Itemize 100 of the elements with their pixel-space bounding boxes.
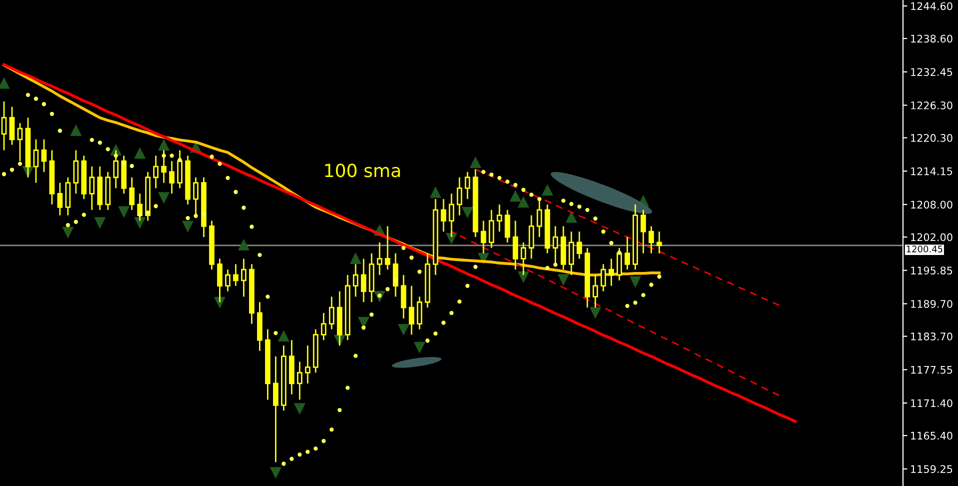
candlestick: [328, 296, 334, 330]
point: [94, 217, 106, 229]
candlestick: [416, 296, 422, 330]
point: [542, 184, 554, 196]
candlestick: [320, 312, 326, 341]
candlestick: [440, 198, 446, 232]
candlestick: [89, 166, 95, 211]
y-tick-label: 1195.85: [911, 266, 952, 274]
candlestick: [33, 138, 39, 184]
candlestick: [496, 204, 502, 232]
point: [158, 139, 170, 151]
point: [62, 226, 74, 239]
candlestick: [656, 230, 662, 254]
candlestick: [241, 258, 246, 298]
point: [629, 276, 642, 288]
y-tick-label: 1202.00: [911, 233, 952, 242]
candlestick: [504, 209, 510, 244]
point: [158, 192, 170, 204]
candlestick: [296, 361, 302, 400]
candlestick: [608, 258, 614, 287]
y-tick-label: 1189.70: [911, 300, 952, 308]
y-tick-label: 1244.60: [911, 2, 952, 10]
point: [134, 217, 146, 229]
point: [566, 211, 578, 223]
point: [118, 206, 130, 218]
point: [558, 274, 570, 286]
candlestick: [57, 182, 63, 216]
candlestick: [448, 192, 454, 238]
y-tick-label: 1214.15: [911, 167, 952, 176]
candlestick: [161, 150, 167, 184]
candlestick: [592, 274, 598, 308]
candlestick: [456, 176, 462, 216]
candlestick: [384, 225, 390, 270]
point: [590, 307, 602, 319]
point: [518, 196, 530, 208]
candlestick: [392, 252, 398, 298]
point: [278, 330, 290, 342]
candlestick: [528, 214, 534, 260]
candlestick: [576, 230, 582, 260]
point: [294, 403, 306, 415]
ref-line-label: 1200.45: [906, 246, 942, 252]
candlestick: [616, 247, 622, 282]
y-tick-label: 1220.30: [911, 134, 952, 142]
point: [134, 147, 146, 159]
y-tick-label: 1159.25: [911, 465, 952, 474]
point: [430, 186, 442, 198]
y-tick-label: 1177.55: [911, 366, 952, 374]
y-tick-label: 1232.45: [911, 68, 952, 76]
y-tick-label: 1183.70: [911, 332, 952, 340]
y-tick-label: 1238.60: [911, 34, 952, 43]
candlestick: [169, 160, 175, 194]
point: [414, 342, 426, 354]
y-tick-label: 1171.40: [911, 399, 952, 408]
annotation: 100 sma: [325, 164, 400, 178]
candlestick: [568, 230, 574, 276]
point: [510, 190, 522, 202]
candlestick: [1, 100, 7, 151]
candlestick: [464, 171, 470, 200]
point: [270, 467, 282, 479]
candlestick: [17, 122, 23, 162]
candlestick: [536, 198, 542, 238]
candlestick: [217, 258, 222, 303]
candlestick: [512, 220, 518, 270]
candlestick: [648, 225, 654, 254]
point: [238, 238, 250, 250]
point: [446, 232, 458, 244]
candlestick: [640, 209, 646, 254]
point: [462, 206, 474, 218]
candlestick: [304, 344, 310, 384]
candlestick: [488, 209, 494, 249]
candlestick: [376, 242, 382, 276]
point: [470, 156, 482, 168]
point: [518, 271, 530, 283]
candlestick: [113, 150, 119, 189]
candlestick: [408, 285, 414, 336]
candlestick: [360, 258, 366, 303]
candlestick: [73, 150, 79, 194]
candlestick: [153, 154, 159, 189]
candlestick: [233, 263, 238, 287]
y-tick-label: 1165.40: [911, 432, 952, 440]
candlestick: [9, 106, 15, 146]
candlestick: [352, 263, 358, 298]
candlestick: [193, 176, 198, 216]
candlestick: [400, 274, 406, 320]
point: [182, 220, 194, 233]
point: [70, 124, 82, 136]
candlestick: [41, 138, 47, 173]
candlestick: [624, 236, 630, 270]
y-tick-label: 1208.00: [911, 200, 952, 209]
y-tick-label: 1226.30: [911, 101, 952, 110]
candlestick: [225, 268, 230, 292]
candlestick: [177, 150, 182, 189]
candlestick: [600, 263, 606, 292]
candlestick: [129, 176, 135, 211]
candlestick: [552, 225, 558, 265]
candlestick: [273, 356, 278, 463]
point: [398, 324, 410, 336]
candlestick: [480, 220, 486, 254]
point: [350, 252, 362, 264]
candlestick: [520, 242, 526, 276]
